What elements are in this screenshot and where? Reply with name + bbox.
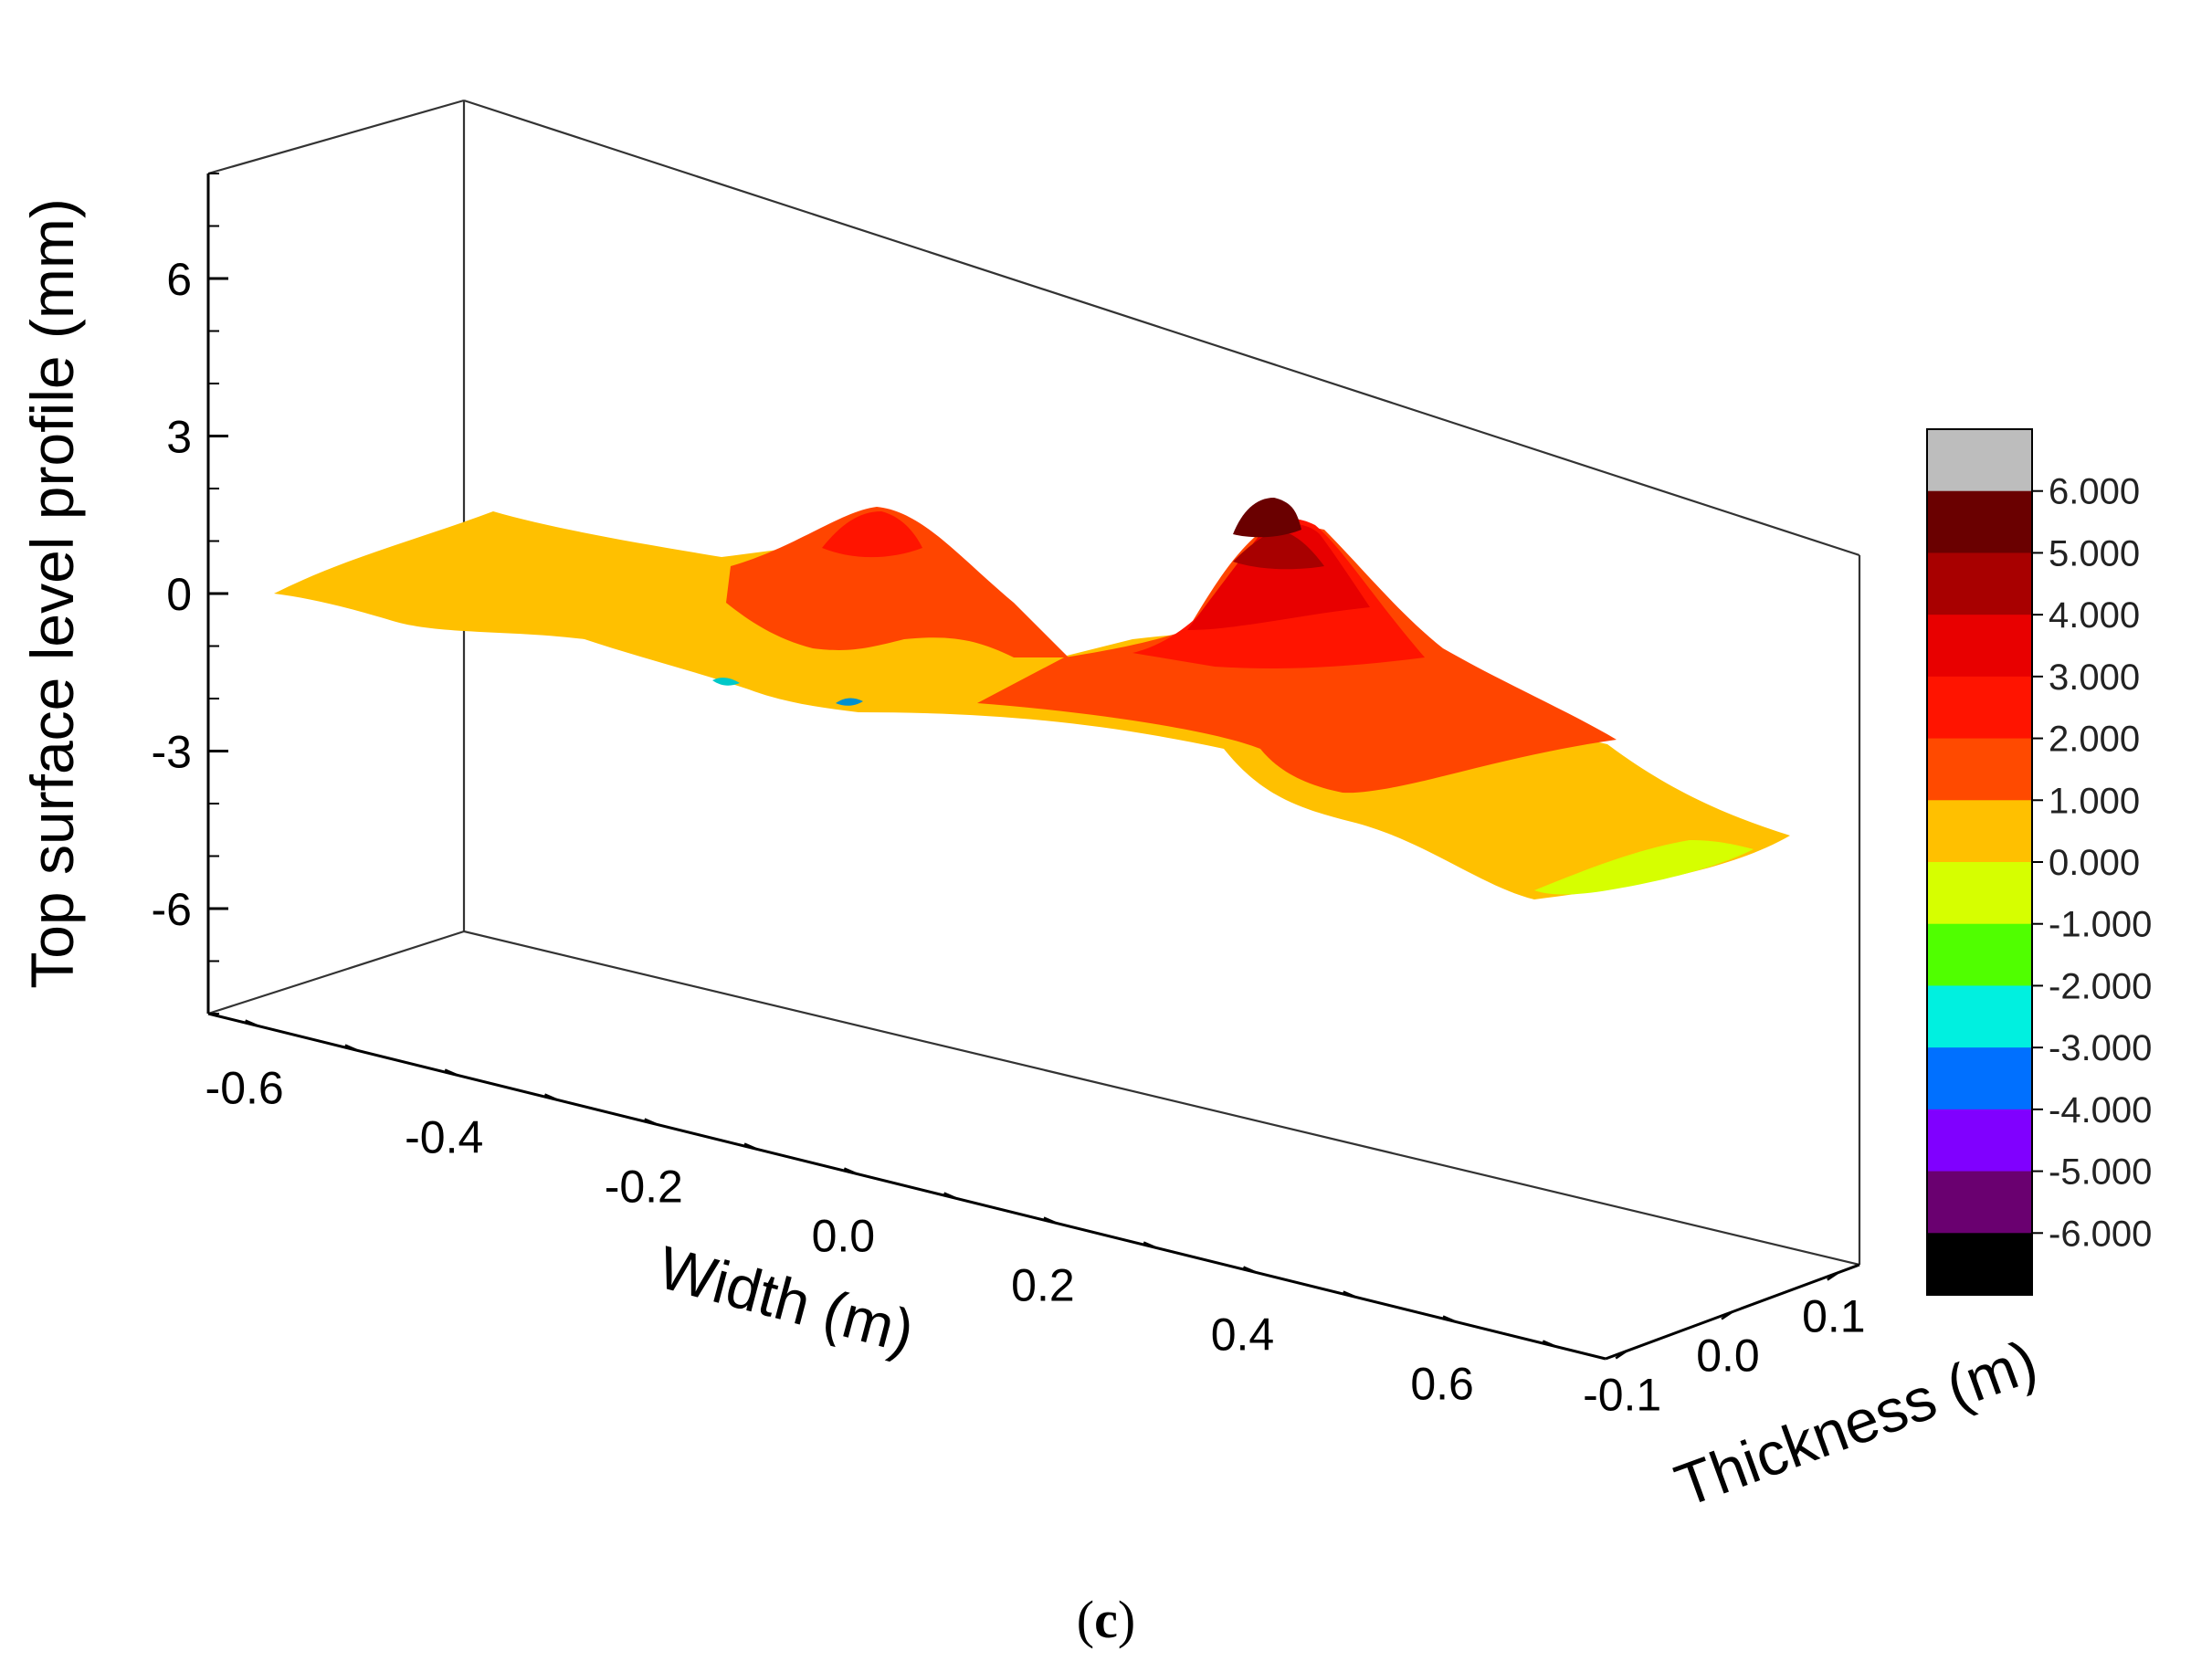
z-axis: -6 -3 0 3 6 Top surface level profile (mm) (18, 173, 228, 1015)
x-axis-title: Width (m) (651, 1233, 921, 1365)
x-tick (1542, 1340, 1556, 1348)
x-tick-label: -0.2 (605, 1162, 683, 1213)
z-tick-label: 0 (166, 569, 192, 620)
colorbar-swatch (1927, 985, 2032, 1048)
x-tick (444, 1068, 458, 1077)
colorbar-labels: 6.000 5.000 4.000 3.000 2.000 1.000 0.000 -1.00… (2032, 472, 2152, 1254)
x-tick (1043, 1216, 1058, 1225)
y-tick (1615, 1350, 1627, 1360)
x-tick (1442, 1315, 1457, 1323)
panel-label: (c) (1076, 1590, 1136, 1649)
colorbar-swatch (1927, 1109, 2032, 1173)
x-tick-label: 0.6 (1410, 1359, 1474, 1410)
z-tick-label: -3 (152, 727, 192, 778)
colorbar-label: 4.000 (2049, 595, 2140, 636)
y-tick (1827, 1271, 1839, 1281)
y-tick-label: 0.0 (1696, 1330, 1760, 1382)
surface-band-neg3-to-neg4 (836, 698, 863, 706)
surface (274, 498, 1790, 899)
colorbar-swatch (1927, 552, 2032, 615)
colorbar-swatch (1927, 676, 2032, 740)
y-tick-label: -0.1 (1583, 1369, 1661, 1420)
x-tick-label: -0.4 (405, 1112, 483, 1163)
x-tick (943, 1192, 958, 1200)
x-tick-label: 0.2 (1011, 1260, 1075, 1311)
colorbar-swatch (1927, 1047, 2032, 1110)
x-tick (1343, 1290, 1357, 1299)
colorbar-label: -5.000 (2049, 1152, 2152, 1193)
x-tick (1243, 1266, 1257, 1274)
x-tick (743, 1142, 758, 1151)
colorbar-swatch (1927, 1233, 2032, 1296)
colorbar-label: 5.000 (2049, 533, 2140, 573)
x-tick-label: 0.0 (812, 1211, 876, 1262)
surface-band-3-to-4 (1187, 523, 1370, 630)
x-ticks: -0.6 -0.4 -0.2 0.0 0.2 0.4 0.6 (205, 1019, 1556, 1410)
surface-band-2-to-3-left (822, 511, 922, 558)
colorbar-swatch (1927, 738, 2032, 801)
surface-band-4-to-5 (1233, 530, 1324, 570)
x-tick (544, 1093, 558, 1101)
x-tick-label: -0.6 (205, 1063, 284, 1114)
x-tick (344, 1044, 359, 1052)
z-tick-label: 3 (166, 412, 192, 463)
colorbar-label: 6.000 (2049, 472, 2140, 512)
surface-band-1-to-2 (726, 507, 1069, 657)
y-tick (1721, 1310, 1733, 1320)
z-ticks: -6 -3 0 3 6 (152, 173, 228, 1015)
x-tick-label: 0.4 (1211, 1309, 1275, 1361)
colorbar-swatch (1927, 862, 2032, 925)
x-axis: -0.6 -0.4 -0.2 0.0 0.2 0.4 0.6 Width (m) (205, 1012, 1606, 1410)
panel-label-letter: c (1094, 1590, 1118, 1649)
x-axis-line (207, 1012, 1606, 1361)
colorbar-swatch (1927, 800, 2032, 863)
x-tick (1143, 1241, 1157, 1249)
x-tick (644, 1118, 658, 1126)
colorbar-label: -1.000 (2049, 905, 2152, 945)
box-edge (463, 99, 1860, 557)
colorbar-swatch (1927, 490, 2032, 553)
box-edge (207, 99, 465, 175)
colorbar-swatch (1927, 615, 2032, 678)
x-tick (843, 1167, 858, 1175)
colorbar-label: 3.000 (2049, 657, 2140, 698)
z-axis-title: Top surface level profile (mm) (18, 198, 86, 989)
colorbar-label: -6.000 (2049, 1214, 2152, 1254)
colorbar-label: -4.000 (2049, 1090, 2152, 1130)
y-tick-label: 0.1 (1802, 1291, 1866, 1342)
y-axis: -0.10.00.1 Thickness (m) (1583, 1263, 2045, 1520)
y-ticks: -0.1 0.0 0.1 (1583, 1271, 1866, 1420)
colorbar-swatches (1926, 428, 2033, 1296)
colorbar-label: 1.000 (2049, 781, 2140, 821)
surface-band-5-to-6 (1233, 498, 1301, 538)
colorbar-swatch (1927, 1171, 2032, 1234)
colorbar: 6.000 5.000 4.000 3.000 2.000 1.000 0.000 -1.00… (1926, 428, 2152, 1296)
axis-box (207, 99, 1861, 1267)
colorbar-label: -2.000 (2049, 966, 2152, 1006)
surface-band-neg2-to-neg3 (712, 678, 740, 686)
z-tick-label: -6 (152, 884, 192, 935)
x-tick (245, 1019, 259, 1027)
box-edge (463, 930, 1860, 1267)
colorbar-swatch (1927, 429, 2032, 492)
colorbar-label: 2.000 (2049, 720, 2140, 760)
colorbar-label: 0.000 (2049, 843, 2140, 883)
colorbar-label: -3.000 (2049, 1028, 2152, 1068)
z-tick-label: 6 (166, 254, 192, 305)
surface-band-neg1-to-0 (1534, 840, 1754, 895)
box-edge (207, 930, 465, 1015)
colorbar-swatch (1927, 923, 2032, 986)
